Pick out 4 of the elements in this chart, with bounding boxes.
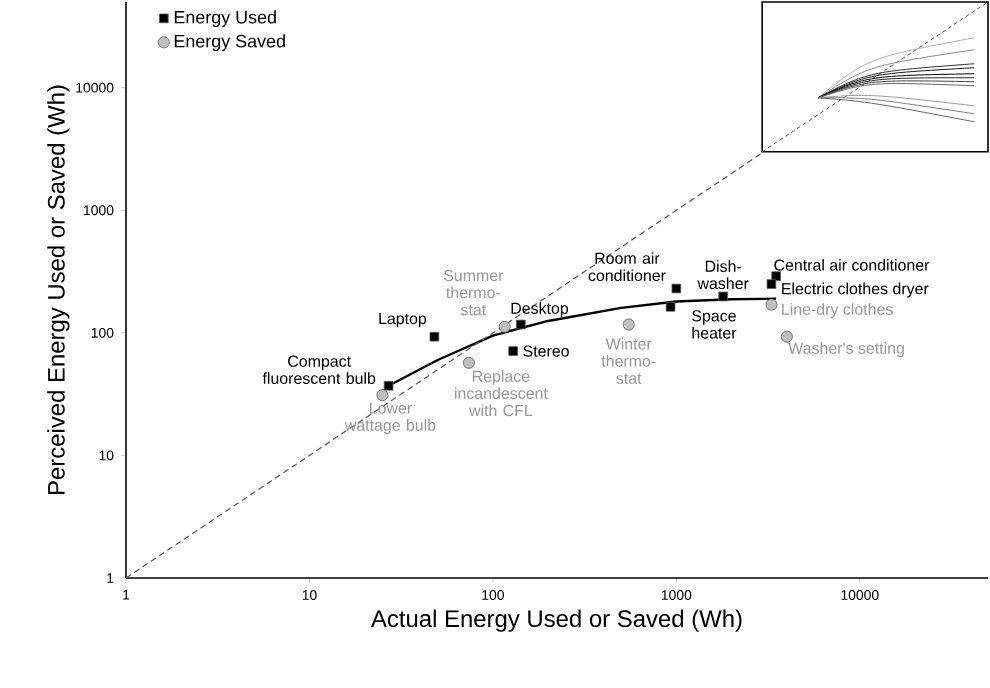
legend-label: Energy Saved bbox=[174, 34, 285, 52]
legend-label: Energy Used bbox=[174, 10, 276, 28]
y-axis-title: Perceived Energy Used or Saved (Wh) bbox=[47, 85, 70, 495]
x-axis-title: Actual Energy Used or Saved (Wh) bbox=[370, 609, 742, 632]
